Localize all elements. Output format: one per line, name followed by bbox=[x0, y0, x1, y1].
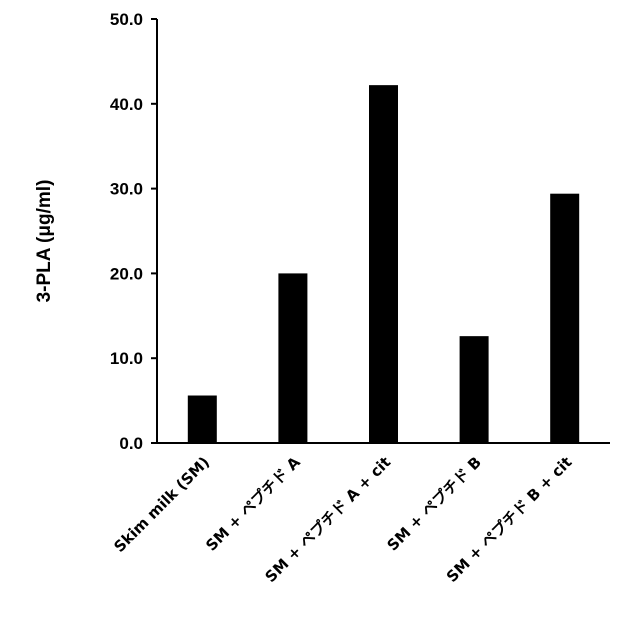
y-tick-label: 50.0 bbox=[110, 10, 143, 29]
y-tick-label: 0.0 bbox=[119, 434, 143, 453]
x-labels: Skim milk (SM)SM + ペプチド ASM + ペプチド A + c… bbox=[110, 453, 575, 586]
bar bbox=[369, 85, 398, 443]
y-axis-title: 3-PLA (μg/ml) bbox=[34, 180, 55, 303]
y-tick-label: 40.0 bbox=[110, 95, 143, 114]
bar bbox=[278, 273, 307, 443]
bar bbox=[188, 396, 217, 443]
x-category-label: SM + ペプチド B bbox=[384, 453, 485, 554]
y-tick-label: 20.0 bbox=[110, 264, 143, 283]
y-tick-label: 30.0 bbox=[110, 180, 143, 199]
y-ticks: 0.0 10.0 20.0 30.0 40.0 50.0 bbox=[110, 10, 157, 453]
bars bbox=[188, 85, 579, 443]
x-category-label: Skim milk (SM) bbox=[110, 453, 213, 556]
x-category-label: SM + ペプチド A bbox=[202, 453, 304, 555]
bar bbox=[550, 194, 579, 443]
bar bbox=[460, 336, 489, 443]
y-tick-label: 10.0 bbox=[110, 349, 143, 368]
